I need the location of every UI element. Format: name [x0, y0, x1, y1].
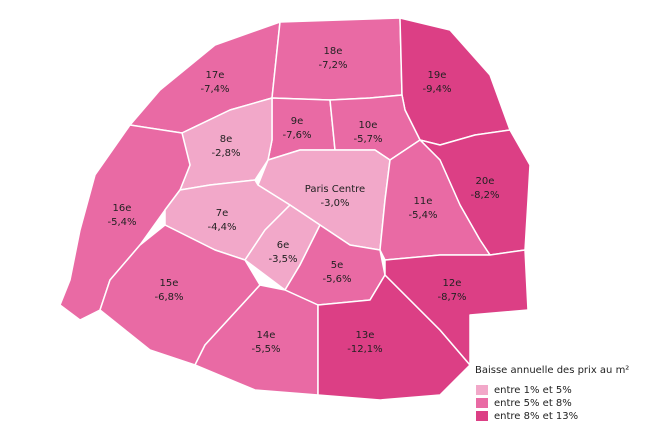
district-name: 13e [356, 330, 375, 341]
district-name: 10e [359, 120, 378, 131]
district-name: 8e [220, 134, 233, 145]
district-change: -5,6% [322, 274, 351, 285]
district-change: -3,0% [320, 198, 349, 209]
district-change: -12,1% [347, 344, 382, 355]
legend-swatch [476, 398, 488, 408]
district-change: -5,4% [408, 210, 437, 221]
legend-item: entre 1% et 5% [494, 385, 572, 396]
district-change: -5,7% [353, 134, 382, 145]
district-change: -8,7% [437, 292, 466, 303]
district-15e [99, 224, 261, 366]
district-19e [399, 17, 511, 146]
district-name: 15e [160, 278, 179, 289]
district-name: 17e [206, 70, 225, 81]
district-name: 7e [216, 208, 229, 219]
district-change: -6,8% [154, 292, 183, 303]
district-change: -4,4% [207, 222, 236, 233]
district-18e [271, 17, 403, 101]
district-12e [384, 249, 529, 366]
district-name: 5e [331, 260, 344, 271]
district-name: 19e [428, 70, 447, 81]
district-name: 16e [113, 203, 132, 214]
district-change: -2,8% [211, 148, 240, 159]
district-name: 11e [414, 196, 433, 207]
legend-item: entre 8% et 13% [494, 411, 578, 422]
legend-item: entre 5% et 8% [494, 398, 572, 409]
district-labels: 17e -7,4% 18e -7,2% 19e -9,4% 20e -8,2% 9e -7,6% 1… [107, 46, 499, 355]
district-name: 18e [324, 46, 343, 57]
district-change: -3,5% [268, 254, 297, 265]
district-change: -7,4% [200, 84, 229, 95]
district-change: -5,4% [107, 217, 136, 228]
district-14e [194, 284, 319, 396]
district-name: 12e [443, 278, 462, 289]
legend-title: Baisse annuelle des prix au m² [475, 365, 629, 376]
district-change: -9,4% [422, 84, 451, 95]
legend-swatch [476, 411, 488, 421]
district-name: 9e [291, 116, 304, 127]
district-change: -7,6% [282, 130, 311, 141]
district-name: 20e [476, 176, 495, 187]
district-change: -5,5% [251, 344, 280, 355]
legend: Baisse annuelle des prix au m² entre 1% … [475, 365, 629, 422]
district-name: 6e [277, 240, 290, 251]
district-change: -8,2% [470, 190, 499, 201]
district-name: Paris Centre [305, 184, 365, 195]
districts [59, 17, 531, 401]
legend-swatch [476, 385, 488, 395]
district-name: 14e [257, 330, 276, 341]
district-change: -7,2% [318, 60, 347, 71]
